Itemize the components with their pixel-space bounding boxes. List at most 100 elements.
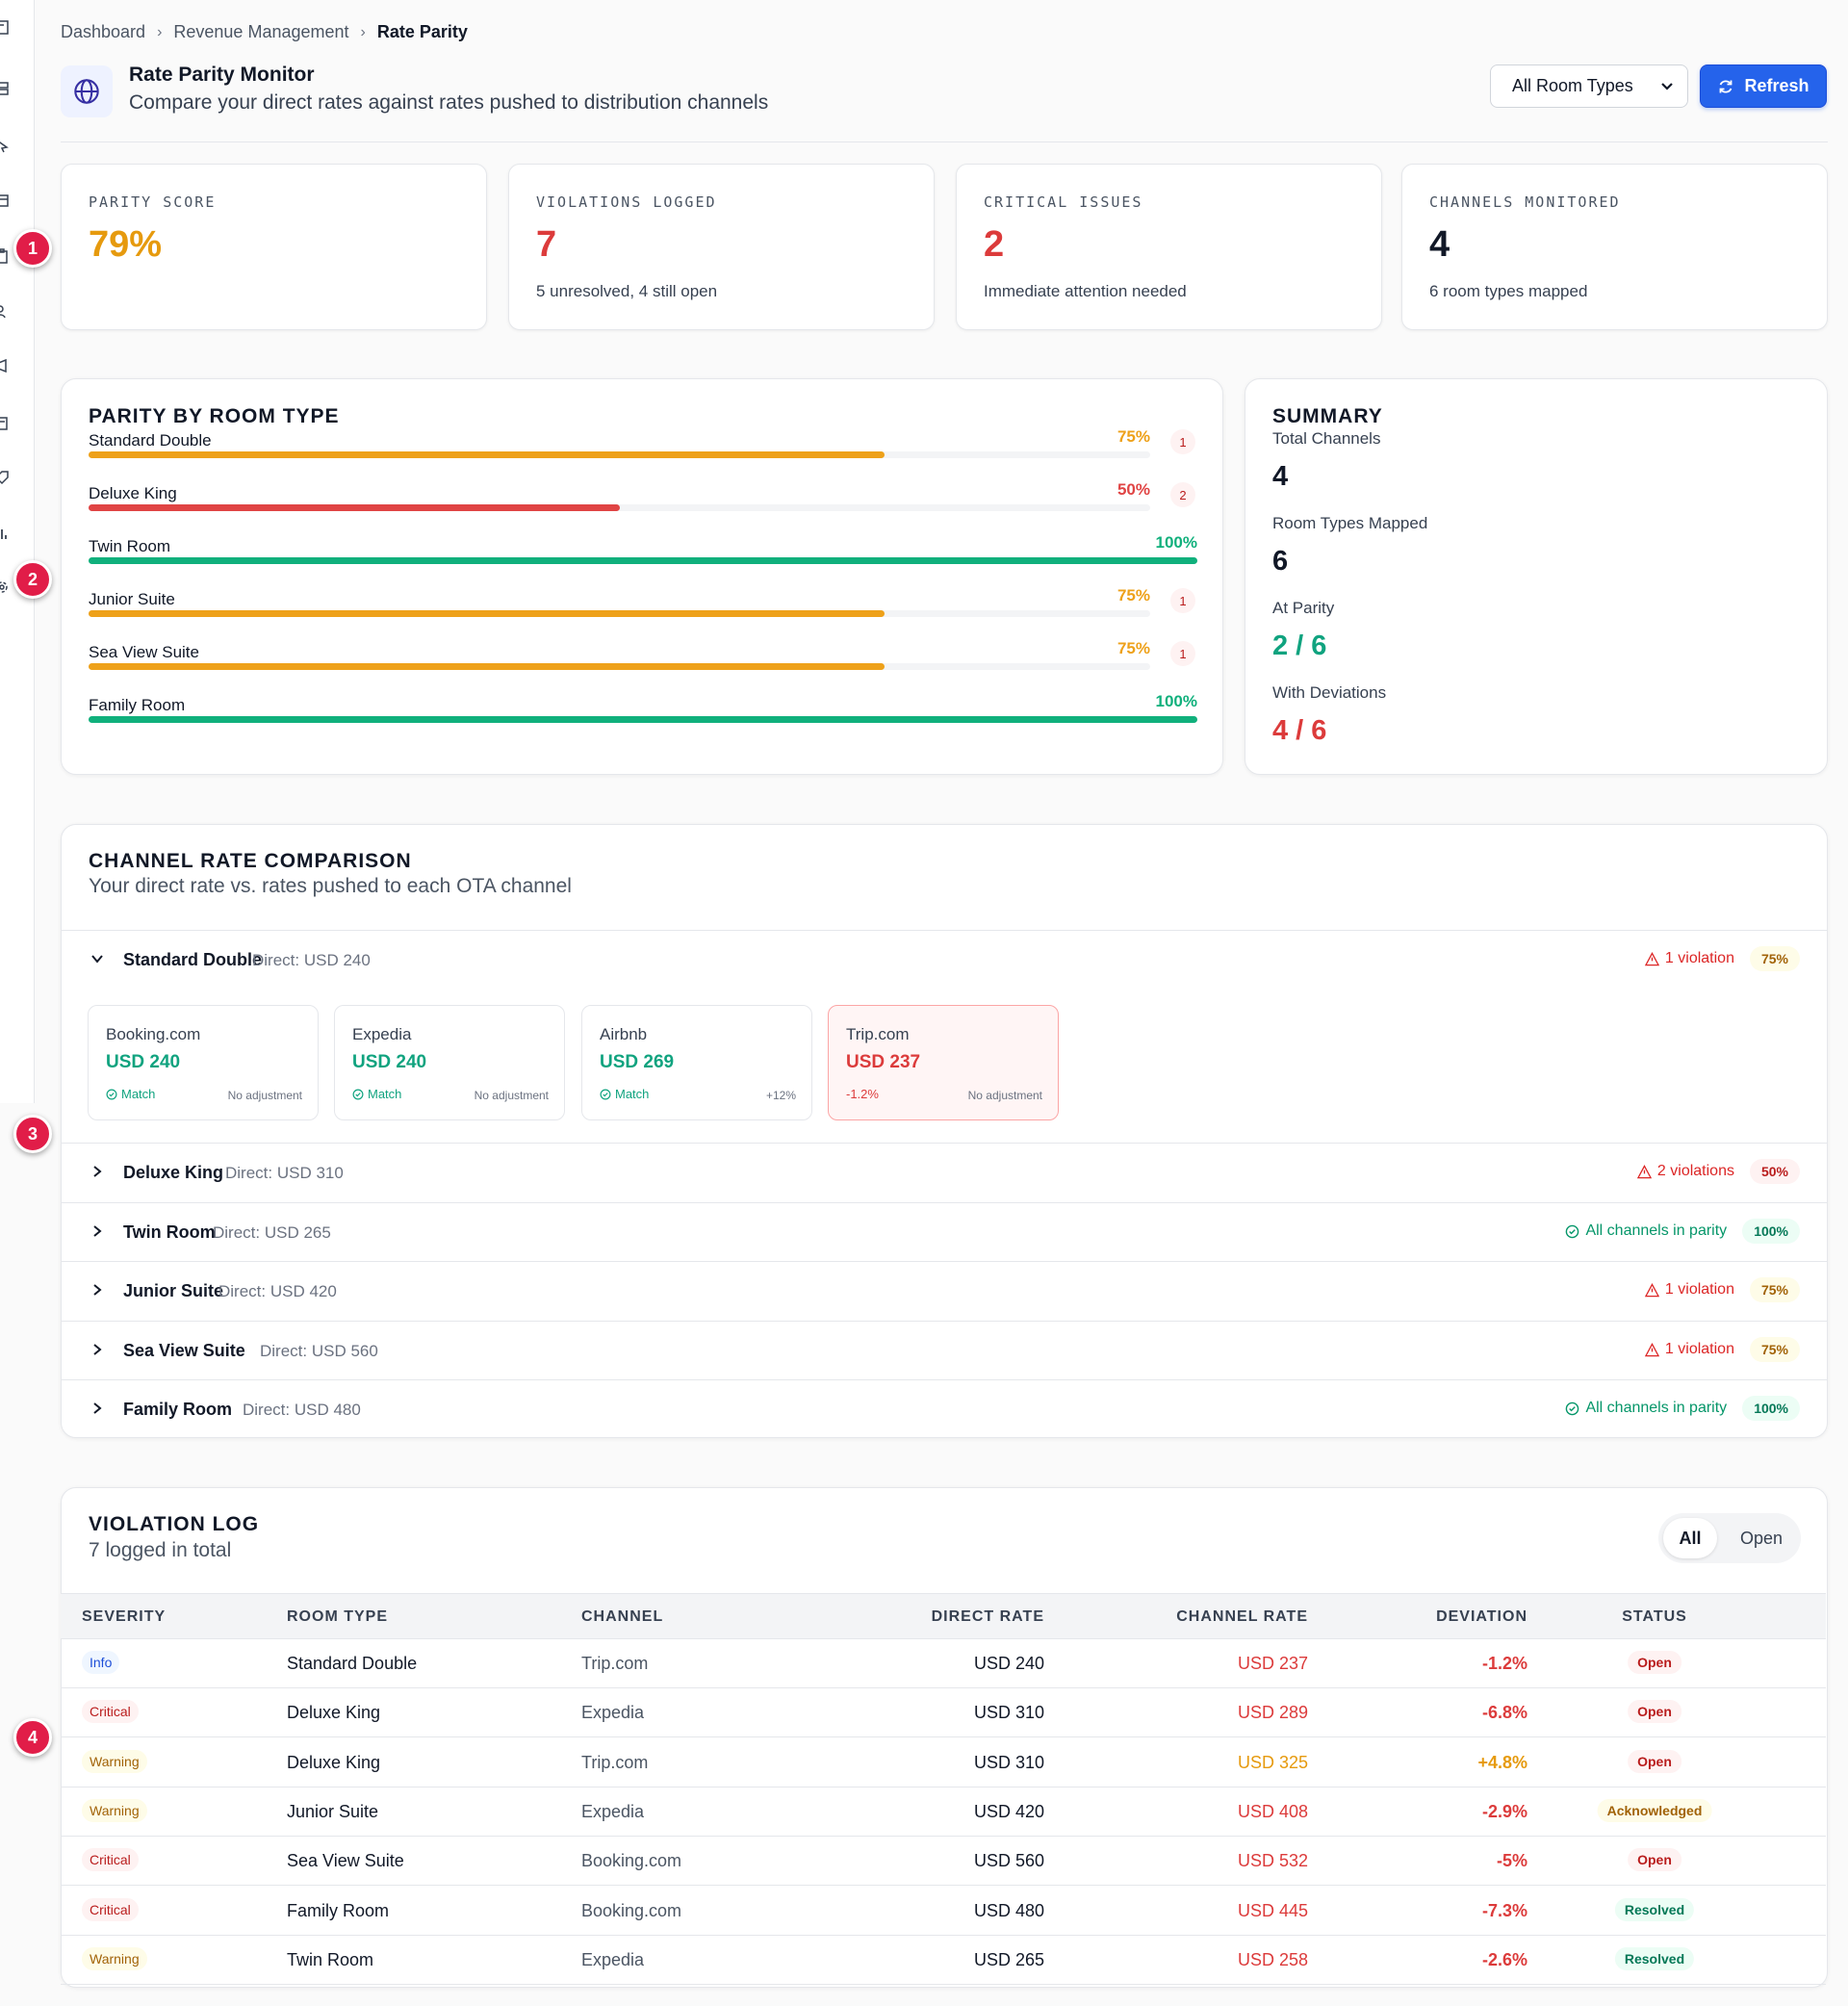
breadcrumb-dashboard[interactable]: Dashboard [61, 22, 146, 41]
warning-triangle-icon [1644, 951, 1659, 965]
room-status-text: All channels in parity [1585, 1222, 1728, 1239]
breadcrumb-revenue-management[interactable]: Revenue Management [173, 22, 349, 41]
column-header-room-type[interactable]: ROOM TYPE [287, 1608, 389, 1625]
summary-label-at-parity: At Parity [1272, 599, 1335, 617]
room-accordion-name: Twin Room [123, 1222, 216, 1242]
chevron-right-icon[interactable] [90, 1283, 104, 1297]
violation-status-badge: Open [1628, 1651, 1681, 1674]
violation-deviation: -5% [1496, 1851, 1527, 1871]
channel-name: Trip.com [846, 1025, 910, 1043]
chevron-down-icon[interactable] [90, 952, 104, 965]
room-parity-pill: 75% [1749, 1337, 1800, 1362]
room-parity-pill: 100% [1742, 1396, 1800, 1421]
filter-all-button[interactable]: All [1663, 1518, 1717, 1558]
violation-direct-rate: USD 480 [973, 1900, 1044, 1920]
violation-row[interactable]: Warning Twin Room Expedia USD 265 USD 258 -2.… [61, 1936, 1826, 1985]
parity-row-percent: 100% [1155, 692, 1197, 710]
building-icon[interactable] [0, 19, 10, 35]
stat-value: 2 [984, 224, 1005, 265]
violation-row[interactable]: Critical Sea View Suite Booking.com USD 560… [61, 1837, 1826, 1887]
room-accordion-row[interactable]: Sea View Suite Direct: USD 560 1 violation… [62, 1321, 1827, 1379]
parity-row: Junior Suite 75% 1 [89, 586, 1197, 629]
room-accordion-row[interactable]: Deluxe King Direct: USD 310 2 violations 50… [62, 1143, 1827, 1201]
room-direct-rate: Direct: USD 480 [243, 1401, 361, 1419]
violation-row[interactable]: Warning Deluxe King Trip.com USD 310 USD 325… [61, 1738, 1826, 1787]
breadcrumb: Dashboard › Revenue Management › Rate Pa… [61, 22, 468, 42]
severity-badge: Critical [82, 1897, 139, 1921]
bar-chart-icon[interactable] [0, 526, 10, 541]
room-accordion-row[interactable]: Junior Suite Direct: USD 420 1 violation 75… [62, 1261, 1827, 1320]
violation-filter-toggle: All Open [1658, 1513, 1801, 1563]
check-circle-icon [1566, 1402, 1579, 1415]
channel-status-text: -1.2% [846, 1087, 879, 1101]
violation-row[interactable]: Critical Deluxe King Expedia USD 310 USD 289… [61, 1688, 1826, 1738]
cursor-icon[interactable] [0, 139, 10, 154]
room-accordion-row[interactable]: Family Room Direct: USD 480 All channels i… [62, 1379, 1827, 1438]
column-header-direct-rate[interactable]: DIRECT RATE [931, 1608, 1044, 1625]
stat-value: 79% [89, 224, 163, 265]
parity-progress-track [89, 451, 1150, 458]
room-parity-pill: 50% [1749, 1159, 1800, 1184]
violation-row[interactable]: Critical Family Room Booking.com USD 480 USD… [61, 1887, 1826, 1936]
summary-value-at-parity: 2 / 6 [1272, 630, 1327, 661]
parity-row: Deluxe King 50% 2 [89, 480, 1197, 523]
column-header-channel-rate[interactable]: CHANNEL RATE [1176, 1608, 1308, 1625]
annotation-marker-4: 4 [13, 1718, 52, 1757]
clipboard-icon[interactable] [0, 248, 10, 264]
stat-label: PARITY SCORE [89, 193, 217, 211]
room-accordion-row[interactable]: Twin Room Direct: USD 265 All channels in … [62, 1202, 1827, 1261]
megaphone-icon[interactable] [0, 358, 10, 373]
column-header-deviation[interactable]: DEVIATION [1436, 1608, 1527, 1625]
parity-row-name: Sea View Suite [89, 643, 199, 661]
users-icon[interactable] [0, 304, 10, 320]
room-accordion-name: Standard Double [123, 950, 263, 969]
channel-rate: USD 240 [106, 1052, 181, 1072]
room-accordion-name: Family Room [123, 1400, 233, 1419]
refresh-button[interactable]: Refresh [1700, 64, 1827, 108]
chevron-down-icon [1661, 83, 1673, 90]
column-header-channel[interactable]: CHANNEL [581, 1608, 664, 1625]
summary-label-room-types: Room Types Mapped [1272, 514, 1428, 532]
summary-value-total-channels: 4 [1272, 461, 1289, 492]
chevron-right-icon[interactable] [90, 1343, 104, 1356]
dashboard-icon[interactable] [0, 81, 10, 96]
tag-icon[interactable] [0, 470, 10, 485]
parity-progress-track [89, 610, 1150, 617]
violation-deviation: -1.2% [1481, 1654, 1527, 1673]
violation-channel: Expedia [581, 1703, 645, 1723]
summary-label-total-channels: Total Channels [1272, 429, 1381, 448]
chevron-right-icon[interactable] [90, 1165, 104, 1178]
chevron-right-icon[interactable] [90, 1224, 104, 1238]
room-status: 2 violations [1636, 1163, 1734, 1180]
violation-count-badge: 1 [1170, 641, 1195, 666]
chevron-right-icon[interactable] [90, 1402, 104, 1415]
parity-progress-track [89, 716, 1197, 723]
violation-row[interactable]: Info Standard Double Trip.com USD 240 USD 23… [61, 1639, 1826, 1688]
violation-deviation: -6.8% [1481, 1703, 1527, 1723]
room-parity-pill: 75% [1749, 1277, 1800, 1302]
violation-deviation: -2.9% [1481, 1801, 1527, 1821]
stat-note: Immediate attention needed [984, 282, 1187, 300]
violation-channel-rate: USD 532 [1237, 1851, 1308, 1871]
gear-icon[interactable] [0, 579, 10, 595]
receipt-icon[interactable] [0, 416, 10, 431]
parity-row: Sea View Suite 75% 1 [89, 639, 1197, 682]
violation-channel-rate: USD 289 [1237, 1703, 1308, 1723]
room-status-group: All channels in parity 100% [1565, 1396, 1800, 1421]
violation-status-badge: Open [1628, 1749, 1681, 1773]
page-header: Rate Parity Monitor Compare your direct … [61, 62, 1828, 142]
calendar-icon[interactable] [0, 193, 10, 208]
parity-row-name: Family Room [89, 696, 186, 714]
room-direct-rate: Direct: USD 420 [218, 1282, 337, 1300]
room-accordion-row[interactable]: Standard Double Direct: USD 240 1 violatio… [62, 930, 1827, 989]
channel-adjustment: No adjustment [227, 1089, 302, 1102]
filter-open-button[interactable]: Open [1739, 1528, 1784, 1548]
parity-row-percent: 75% [1116, 427, 1150, 446]
room-type-select[interactable]: All Room Types [1490, 64, 1688, 108]
check-circle-icon [106, 1089, 117, 1099]
violation-direct-rate: USD 240 [973, 1654, 1044, 1673]
violation-channel: Expedia [581, 1801, 645, 1821]
column-header-status[interactable]: STATUS [1622, 1608, 1687, 1625]
violation-row[interactable]: Warning Junior Suite Expedia USD 420 USD 408… [61, 1787, 1826, 1837]
column-header-severity[interactable]: SEVERITY [82, 1608, 167, 1625]
